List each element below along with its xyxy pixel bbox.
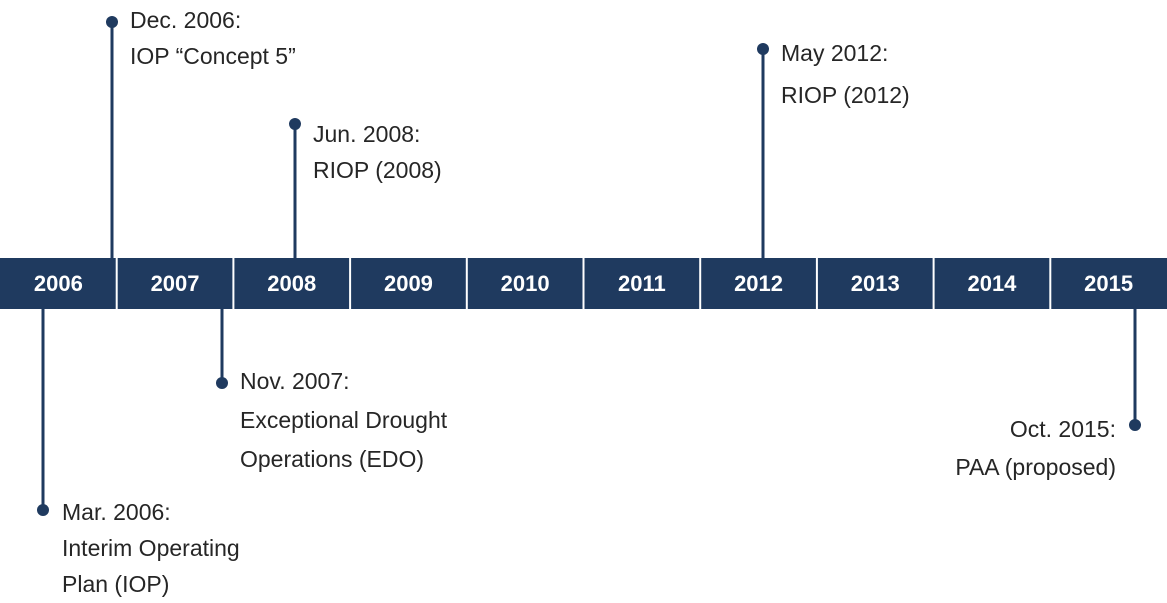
year-label: 2009 (384, 271, 433, 296)
event-label: Dec. 2006: (130, 7, 241, 33)
event-dot (106, 16, 118, 28)
year-label: 2013 (851, 271, 900, 296)
event-label: May 2012: (781, 40, 888, 66)
event-label: Operations (EDO) (240, 446, 424, 472)
year-label: 2011 (618, 271, 666, 296)
event-label: Mar. 2006: (62, 499, 171, 525)
event-label: RIOP (2008) (313, 157, 442, 183)
event-dot (289, 118, 301, 130)
event-label: Interim Operating (62, 535, 240, 561)
year-label: 2014 (967, 271, 1017, 296)
year-label: 2008 (267, 271, 316, 296)
event-label: Exceptional Drought (240, 407, 448, 433)
event-label: Oct. 2015: (1010, 416, 1116, 442)
year-label: 2007 (151, 271, 200, 296)
event-dot (216, 377, 228, 389)
event-label: Nov. 2007: (240, 368, 350, 394)
year-label: 2015 (1084, 271, 1133, 296)
event-label: RIOP (2012) (781, 82, 910, 108)
event-dot (1129, 419, 1141, 431)
event-label: PAA (proposed) (955, 454, 1116, 480)
year-label: 2006 (34, 271, 83, 296)
event-label: Plan (IOP) (62, 571, 169, 597)
year-label: 2012 (734, 271, 783, 296)
event-label: Jun. 2008: (313, 121, 420, 147)
year-label: 2010 (501, 271, 550, 296)
event-label: IOP “Concept 5” (130, 43, 296, 69)
event-dot (37, 504, 49, 516)
event-dot (757, 43, 769, 55)
